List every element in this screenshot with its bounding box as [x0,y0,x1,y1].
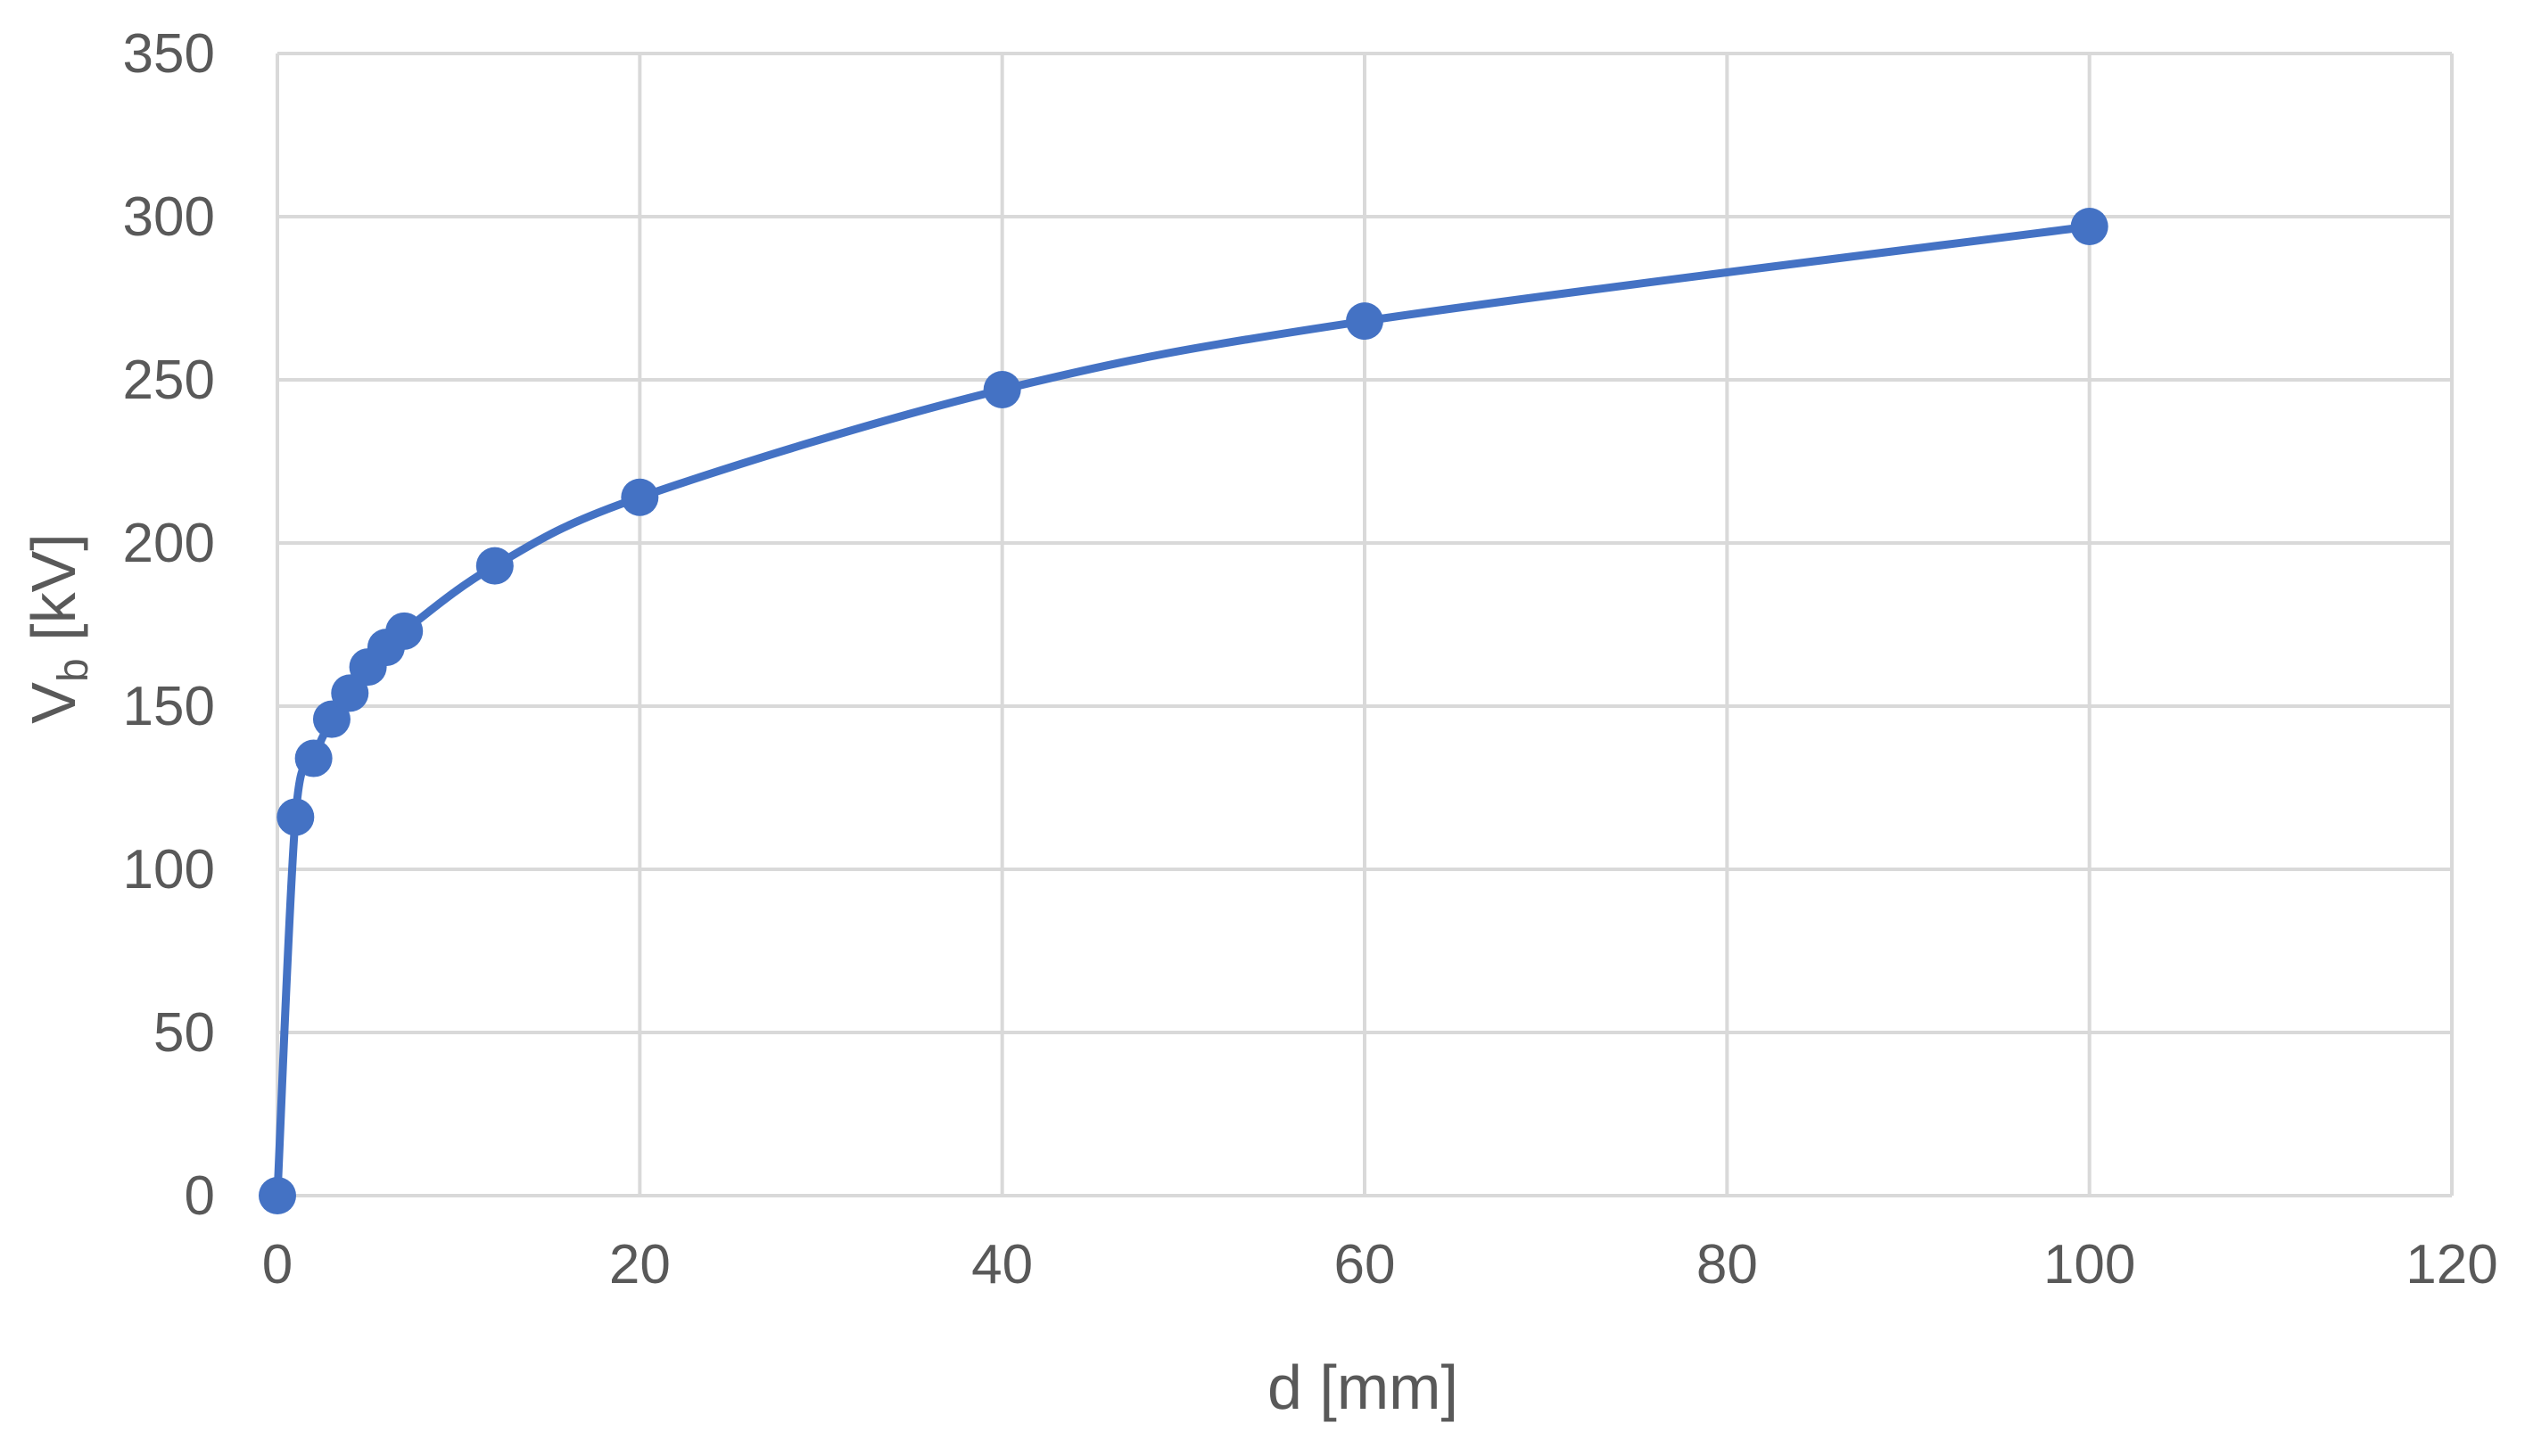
x-tick-label: 60 [1334,1234,1396,1296]
data-point [312,700,351,738]
data-point [475,547,514,585]
data-point [2070,207,2108,245]
series [259,207,2108,1214]
axes [276,53,2452,1197]
data-point [259,1177,296,1214]
y-axis-title: Vb [kV] [19,533,97,723]
y-tick-label: 100 [123,839,215,901]
x-tick-label: 120 [2405,1234,2497,1296]
data-point [983,370,1021,408]
data-point [1346,302,1383,341]
x-tick-label: 0 [262,1234,293,1296]
x-tick-label: 80 [1696,1234,1758,1296]
data-point [331,674,369,712]
x-tick-label: 100 [2043,1234,2135,1296]
y-tick-label: 50 [153,1002,215,1064]
series-line [273,222,2094,1200]
x-tick-label: 40 [971,1234,1033,1296]
y-axis-title-unit: [kV] [19,533,88,658]
y-tick-label: 250 [123,350,215,411]
tick-labels: 0 50 100 150 200 250 300 350 0 20 40 60 80 100 120 [123,23,2498,1296]
x-tick-label: 20 [609,1234,671,1296]
data-point [276,798,315,836]
y-axis-title-subscript: b [50,658,97,682]
y-axis-title-main: V [19,682,88,724]
data-point [294,739,333,777]
y-tick-label: 200 [123,513,215,574]
y-tick-label: 0 [185,1165,215,1227]
x-axis-title: d [mm] [1267,1353,1458,1422]
data-point [621,478,659,516]
data-point [385,612,424,650]
grid [277,52,2454,1196]
y-tick-label: 150 [123,676,215,737]
y-tick-label: 300 [123,186,215,248]
y-tick-label: 350 [123,23,215,85]
